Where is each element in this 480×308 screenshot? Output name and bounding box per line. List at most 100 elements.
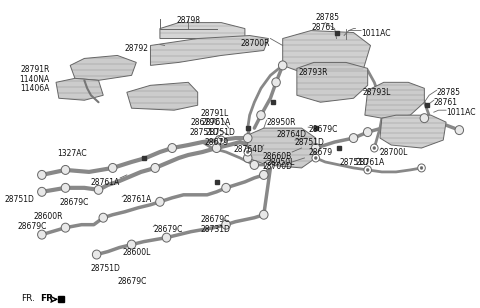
Circle shape [108, 164, 117, 172]
Text: 28761A: 28761A [355, 158, 384, 167]
Text: 28761A: 28761A [202, 118, 231, 127]
Text: 28950L: 28950L [266, 158, 295, 167]
Text: 28793R: 28793R [299, 68, 328, 77]
Text: 28679: 28679 [205, 138, 229, 147]
Polygon shape [248, 128, 316, 168]
Circle shape [243, 134, 252, 143]
Circle shape [61, 183, 70, 192]
Circle shape [222, 183, 230, 192]
Circle shape [349, 134, 358, 143]
Text: 28950R: 28950R [266, 118, 296, 127]
Circle shape [37, 230, 46, 239]
Text: 1140NA: 1140NA [19, 75, 49, 84]
Text: 28600L: 28600L [122, 248, 151, 257]
Circle shape [420, 114, 429, 123]
Text: 28751D: 28751D [4, 195, 34, 204]
Circle shape [215, 136, 224, 144]
Text: 28792: 28792 [125, 44, 149, 54]
Circle shape [260, 210, 268, 219]
Circle shape [312, 144, 320, 152]
Text: 28700D: 28700D [262, 162, 292, 171]
Circle shape [455, 126, 464, 135]
Circle shape [244, 148, 252, 156]
Text: FR.: FR. [21, 294, 35, 303]
Polygon shape [160, 22, 245, 38]
Text: 28679C: 28679C [190, 118, 219, 127]
Circle shape [162, 233, 171, 242]
Circle shape [94, 185, 103, 194]
Text: 28793L: 28793L [363, 88, 391, 97]
Text: 28785: 28785 [316, 13, 340, 22]
Text: 28679C: 28679C [60, 198, 89, 207]
Circle shape [37, 170, 46, 179]
Text: 28761A: 28761A [122, 195, 151, 204]
Text: 28679: 28679 [309, 148, 333, 157]
Circle shape [264, 160, 273, 169]
Circle shape [217, 136, 225, 144]
Text: 28761: 28761 [434, 98, 458, 107]
Circle shape [418, 164, 425, 172]
Circle shape [92, 250, 101, 259]
Polygon shape [297, 63, 368, 102]
Text: FR.: FR. [40, 294, 57, 303]
Circle shape [250, 160, 259, 169]
Text: 28764D: 28764D [234, 145, 264, 154]
Text: 11406A: 11406A [20, 84, 49, 93]
Circle shape [220, 139, 223, 142]
Text: 28679C: 28679C [308, 125, 337, 134]
Polygon shape [127, 82, 198, 110]
Text: 28785: 28785 [437, 88, 461, 97]
Text: 28679C: 28679C [118, 278, 147, 286]
Text: 1011AC: 1011AC [361, 29, 391, 38]
Text: 28798: 28798 [176, 16, 200, 25]
Text: 1327AC: 1327AC [58, 149, 87, 158]
Text: 28700L: 28700L [380, 148, 408, 157]
Text: 28679C: 28679C [153, 225, 183, 234]
Circle shape [243, 153, 252, 162]
Circle shape [156, 197, 164, 206]
Text: 28660B: 28660B [263, 152, 292, 161]
Text: 1011AC: 1011AC [446, 108, 476, 117]
Circle shape [363, 128, 372, 136]
Circle shape [222, 220, 230, 229]
Text: 28751D: 28751D [339, 158, 369, 167]
Circle shape [168, 144, 177, 152]
Circle shape [61, 165, 70, 174]
Circle shape [366, 168, 369, 172]
Circle shape [373, 147, 376, 149]
Text: 28679C: 28679C [201, 215, 230, 224]
Polygon shape [380, 115, 446, 148]
Text: 28761: 28761 [311, 22, 335, 32]
Polygon shape [150, 35, 268, 65]
Text: 28700R: 28700R [241, 38, 270, 47]
Circle shape [420, 166, 423, 169]
Circle shape [312, 154, 320, 162]
Text: 28751D: 28751D [91, 265, 121, 274]
Circle shape [278, 61, 287, 70]
Text: 28679C: 28679C [17, 222, 47, 231]
Circle shape [314, 156, 317, 160]
Circle shape [246, 151, 249, 153]
Circle shape [364, 166, 372, 174]
Circle shape [260, 170, 268, 179]
Circle shape [371, 144, 378, 152]
Polygon shape [365, 82, 424, 118]
Circle shape [212, 144, 221, 152]
Circle shape [99, 213, 108, 222]
Circle shape [37, 187, 46, 196]
Text: 28731D: 28731D [201, 225, 230, 234]
Circle shape [61, 223, 70, 232]
Text: 28764D: 28764D [276, 130, 306, 139]
Text: 28600R: 28600R [33, 212, 62, 221]
Text: 28751D: 28751D [190, 128, 219, 137]
Text: 28791L: 28791L [201, 109, 229, 118]
Circle shape [272, 78, 280, 87]
Circle shape [151, 164, 159, 172]
Text: 28791R: 28791R [20, 65, 49, 75]
Text: 28751D: 28751D [295, 138, 325, 147]
Polygon shape [283, 30, 371, 75]
Circle shape [257, 111, 265, 120]
Text: 28751D: 28751D [205, 128, 236, 137]
Polygon shape [70, 55, 136, 80]
Circle shape [127, 240, 136, 249]
